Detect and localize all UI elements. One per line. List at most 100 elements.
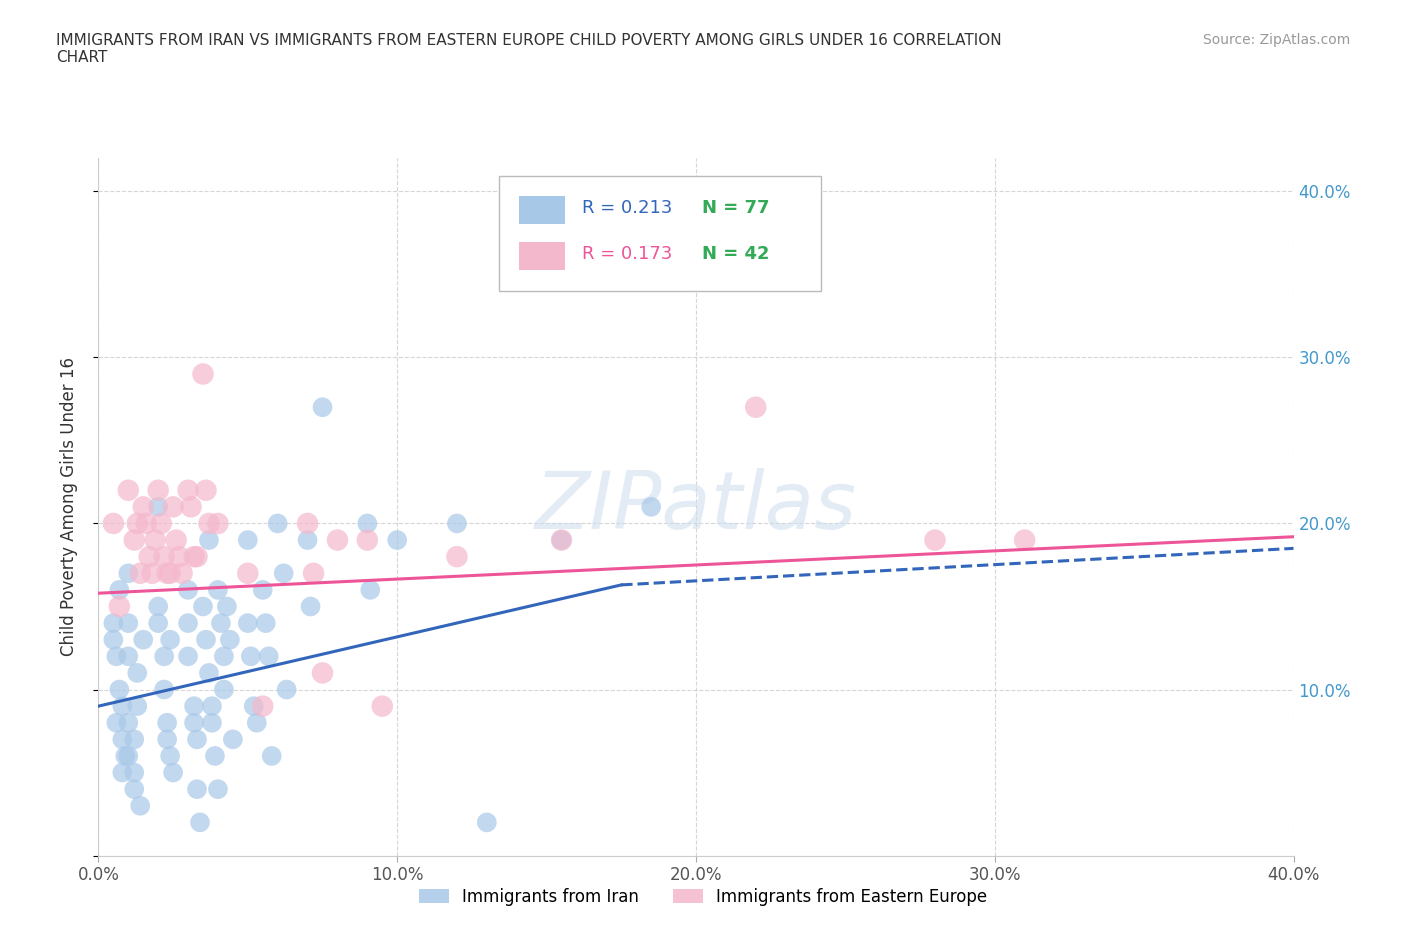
Point <box>108 599 131 614</box>
Point <box>148 483 170 498</box>
Point <box>745 400 768 415</box>
Point <box>103 632 125 647</box>
Point <box>475 815 498 830</box>
Point <box>198 666 221 681</box>
Point <box>132 499 155 514</box>
Point <box>129 798 152 813</box>
Point <box>162 765 184 780</box>
Point <box>311 400 333 415</box>
Point <box>446 516 468 531</box>
Point <box>148 599 170 614</box>
Point <box>276 682 298 697</box>
Point <box>153 550 176 565</box>
Point <box>180 499 202 514</box>
Point <box>299 599 322 614</box>
Point <box>141 565 163 580</box>
Point <box>117 483 139 498</box>
Point <box>153 682 176 697</box>
Point <box>127 698 149 713</box>
Point <box>243 698 266 713</box>
Point <box>209 616 232 631</box>
Point <box>297 533 319 548</box>
Point <box>159 749 181 764</box>
Point <box>198 533 221 548</box>
Point <box>117 565 139 580</box>
Point <box>183 698 205 713</box>
Point <box>156 565 179 580</box>
Point <box>236 565 259 580</box>
FancyBboxPatch shape <box>519 242 565 270</box>
Point <box>127 516 149 531</box>
Point <box>108 582 131 597</box>
Point <box>212 682 235 697</box>
Point <box>254 616 277 631</box>
Point <box>124 782 146 797</box>
Point <box>201 715 224 730</box>
Text: R = 0.173: R = 0.173 <box>582 246 673 263</box>
Point <box>186 782 208 797</box>
Point <box>356 516 378 531</box>
Text: N = 42: N = 42 <box>702 246 769 263</box>
Point <box>177 649 200 664</box>
Point <box>219 632 242 647</box>
Point <box>195 483 218 498</box>
Point <box>111 698 134 713</box>
Point <box>186 550 208 565</box>
Point <box>135 516 157 531</box>
Text: Source: ZipAtlas.com: Source: ZipAtlas.com <box>1202 33 1350 46</box>
Point <box>124 732 146 747</box>
Text: IMMIGRANTS FROM IRAN VS IMMIGRANTS FROM EASTERN EUROPE CHILD POVERTY AMONG GIRLS: IMMIGRANTS FROM IRAN VS IMMIGRANTS FROM … <box>56 33 1002 65</box>
Point <box>198 516 221 531</box>
Point <box>129 565 152 580</box>
Point <box>550 533 572 548</box>
Text: R = 0.213: R = 0.213 <box>582 199 673 218</box>
Point <box>204 749 226 764</box>
Point <box>138 550 160 565</box>
Point <box>236 616 259 631</box>
Point <box>239 649 262 664</box>
Point <box>191 599 214 614</box>
Point <box>222 732 245 747</box>
Point <box>156 715 179 730</box>
Point <box>201 698 224 713</box>
Point <box>105 649 128 664</box>
Point <box>356 533 378 548</box>
Point <box>177 483 200 498</box>
Point <box>150 516 173 531</box>
Point <box>640 499 662 514</box>
Point <box>215 599 238 614</box>
Point <box>124 533 146 548</box>
Point <box>924 533 946 548</box>
Point <box>103 516 125 531</box>
Point <box>172 565 194 580</box>
Text: N = 77: N = 77 <box>702 199 769 218</box>
Legend: Immigrants from Iran, Immigrants from Eastern Europe: Immigrants from Iran, Immigrants from Ea… <box>412 881 994 912</box>
Point <box>117 649 139 664</box>
Point <box>236 533 259 548</box>
Point <box>385 533 409 548</box>
Point <box>191 366 214 381</box>
Point <box>124 765 146 780</box>
Text: ZIPatlas: ZIPatlas <box>534 468 858 546</box>
Point <box>246 715 269 730</box>
Point <box>610 184 633 199</box>
Point <box>183 715 205 730</box>
Point <box>302 565 325 580</box>
Point <box>252 582 274 597</box>
Point <box>207 782 229 797</box>
Point <box>111 765 134 780</box>
Point <box>148 499 170 514</box>
Point <box>212 649 235 664</box>
Point <box>143 533 166 548</box>
Point <box>257 649 280 664</box>
Point <box>326 533 349 548</box>
Point <box>177 582 200 597</box>
FancyBboxPatch shape <box>519 196 565 224</box>
Point <box>105 715 128 730</box>
Point <box>273 565 295 580</box>
Point <box>267 516 290 531</box>
Point <box>103 616 125 631</box>
Point <box>186 732 208 747</box>
Point <box>117 715 139 730</box>
Point <box>1014 533 1036 548</box>
